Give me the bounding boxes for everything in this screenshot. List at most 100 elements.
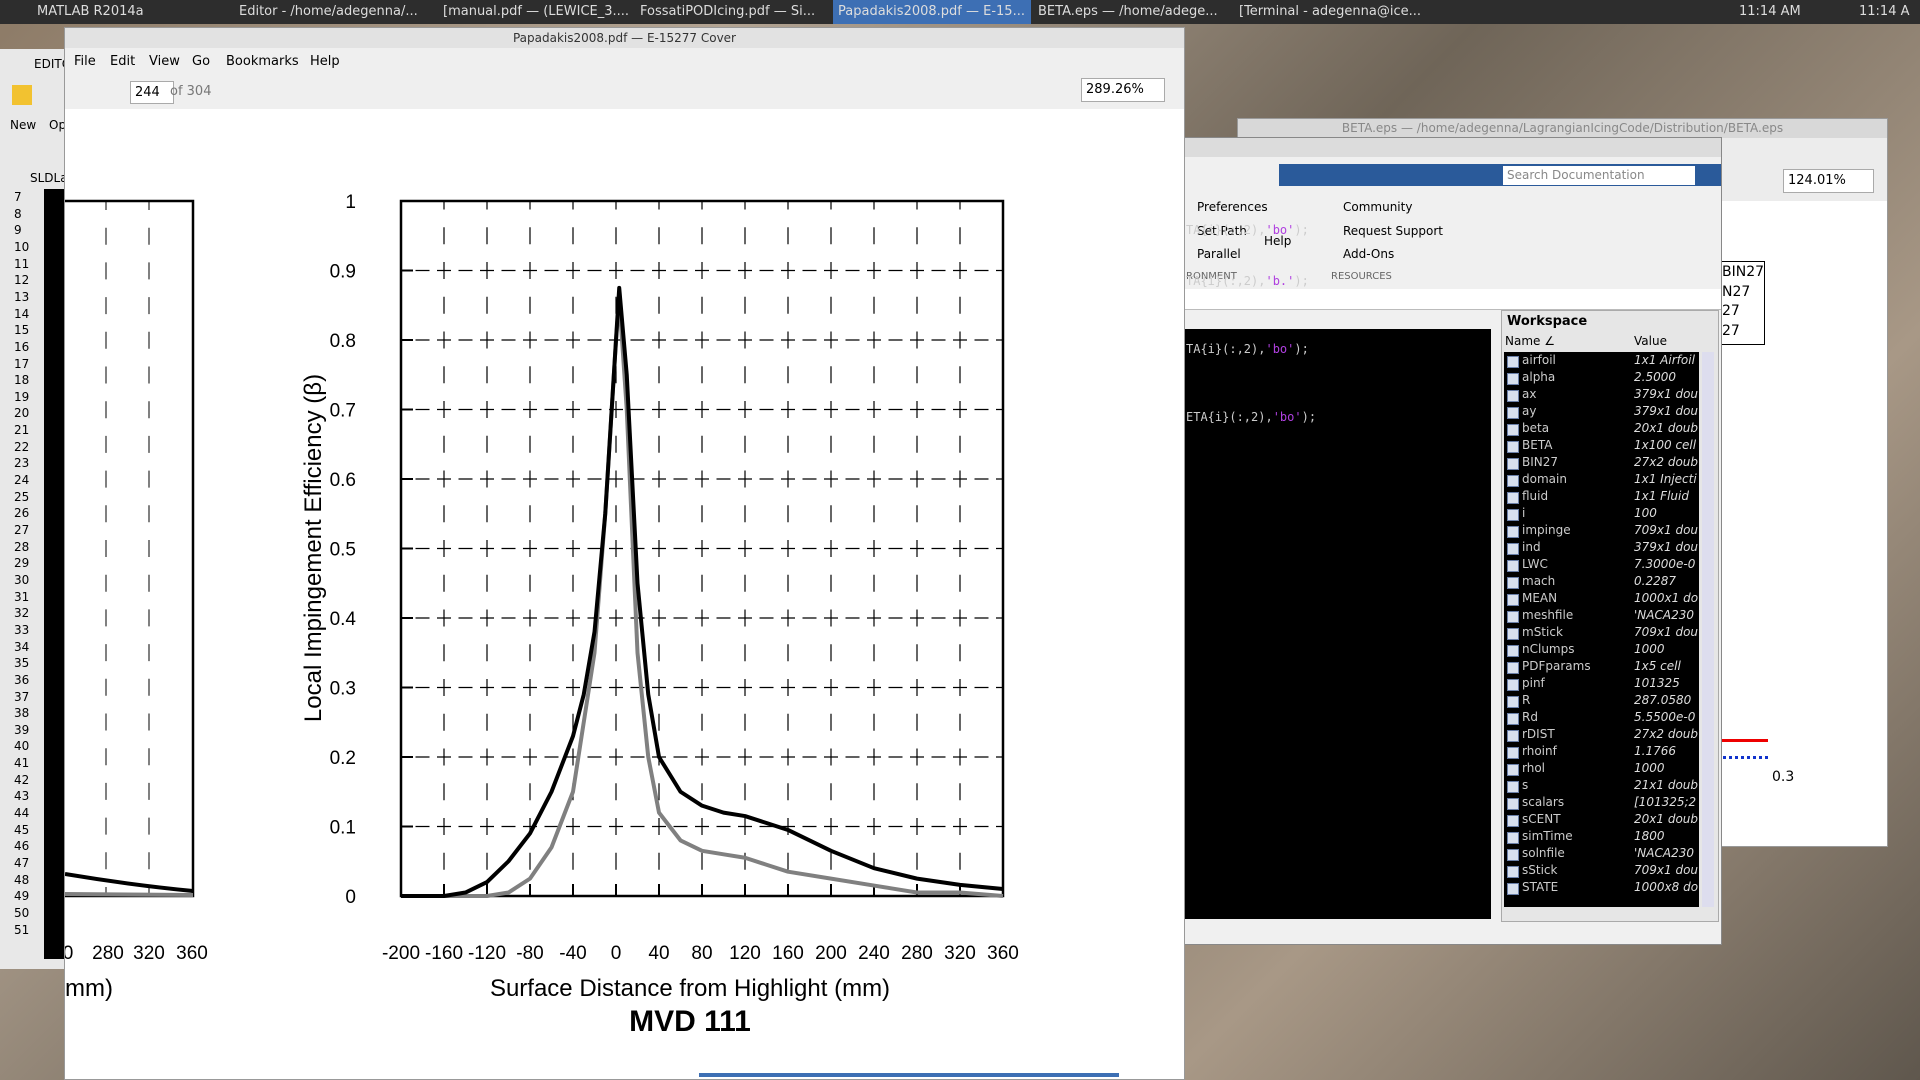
variable-name[interactable]: ind [1522,540,1541,554]
line-number: 37 [14,689,30,704]
task-button[interactable]: MATLAB R2014a [37,4,144,19]
line-number: 20 [14,406,30,421]
menu-item[interactable]: Edit [110,54,136,69]
variable-name[interactable]: BETA [1522,438,1553,452]
menu-item[interactable]: Help [310,54,340,69]
variable-name[interactable]: PDFparams [1522,659,1591,673]
variable-name[interactable]: sStick [1522,863,1558,877]
variable-name[interactable]: Rd [1522,710,1538,724]
variable-icon [1507,883,1519,895]
title-bar [1184,138,1721,157]
variable-name[interactable]: impinge [1522,523,1571,537]
line-number: 49 [14,889,30,904]
toolstrip-button[interactable]: Help [1264,234,1292,248]
y-tick-label: 0.2 [330,748,356,769]
toolstrip-button[interactable]: Set Path [1197,223,1247,238]
menu-item[interactable]: File [74,54,96,69]
variable-value: 27x2 doub [1634,727,1698,741]
line-number: 33 [14,622,30,637]
variable-name[interactable]: scalars [1522,795,1565,809]
chart-group: 0 280 320 360 mm) -200-160-120 -80 -40 0 40 80 120 1… [65,192,1019,1038]
task-button[interactable]: Papadakis2008.pdf — E-15... [838,4,1025,19]
toolstrip-button[interactable]: Request Support [1343,223,1443,238]
menu-item[interactable]: Bookmarks [226,54,299,69]
variable-name[interactable]: solnfile [1522,846,1565,860]
line-number: 7 [14,190,22,204]
variable-name[interactable]: rhol [1522,761,1546,775]
legend-entry: BIN27 [1722,264,1765,280]
column-header[interactable]: Value [1634,334,1667,348]
variable-name[interactable]: alpha [1522,370,1556,384]
variable-name[interactable]: BIN27 [1522,455,1559,469]
line-number: 32 [14,606,30,621]
page-count: of 304 [170,84,212,99]
variable-name[interactable]: LWC [1522,557,1548,571]
toolstrip-button[interactable]: Add-Ons [1343,247,1395,261]
task-button[interactable]: Editor - /home/adegenna/... [239,4,418,19]
variable-name[interactable]: rDIST [1522,727,1555,741]
menu-item[interactable]: View [149,54,180,69]
page-input[interactable]: 244 [130,81,174,104]
line-number: 14 [14,306,30,321]
task-button[interactable]: [Terminal - adegenna@ice... [1239,4,1422,19]
toolbar-button[interactable]: New [10,118,37,132]
variable-name[interactable]: simTime [1522,829,1573,843]
line-number: 29 [14,556,30,571]
editor-pane [44,189,64,959]
task-button[interactable]: BETA.eps — /home/adege... [1038,4,1218,19]
fragment-tick-label: 280 [92,943,124,964]
variable-icon [1507,798,1519,810]
scrollbar[interactable] [1702,352,1714,907]
variable-name[interactable]: ax [1522,387,1537,401]
line-number: 44 [14,806,30,821]
variable-name[interactable]: MEAN [1522,591,1558,605]
task-button[interactable]: [manual.pdf — (LEWICE_3.... [443,4,630,19]
new-icon[interactable] [12,85,32,105]
variable-name[interactable]: rhoinf [1522,744,1557,758]
variable-name[interactable]: fluid [1522,489,1549,503]
toolbar-button[interactable]: Op [49,118,64,132]
variable-name[interactable]: R [1522,693,1531,707]
code-token: TA{i}(:,2), [1186,274,1266,288]
file-tab[interactable]: SLDLa [30,171,64,185]
variable-icon [1507,373,1519,385]
menu-item[interactable]: Go [192,54,211,69]
variable-value: 1000 [1634,642,1665,656]
variable-name[interactable]: STATE [1522,880,1559,894]
variable-name[interactable]: s [1522,778,1529,792]
variable-icon [1507,356,1519,368]
y-tick-label: 1 [345,192,356,213]
line-number: 10 [14,239,30,254]
y-tick-label: 0.1 [330,818,356,839]
search-box[interactable]: Search Documentation [1503,166,1695,185]
zoom-box[interactable]: 124.01% [1783,169,1874,193]
variable-name[interactable]: ay [1522,404,1537,418]
variable-name[interactable]: meshfile [1522,608,1574,622]
variable-name[interactable]: mach [1522,574,1556,588]
toolstrip-button[interactable]: Community [1343,200,1413,214]
toolstrip-button[interactable]: Parallel [1197,247,1241,261]
variable-name[interactable]: mStick [1522,625,1563,639]
variable-name[interactable]: i [1522,506,1526,520]
variable-name[interactable]: beta [1522,421,1550,435]
tick-label: 0.3 [1772,769,1795,785]
toolstrip-button[interactable]: Preferences [1197,200,1268,214]
tab[interactable]: EDITO [34,57,64,71]
zoom-box[interactable]: 289.26% [1081,78,1165,102]
variable-name[interactable]: pinf [1522,676,1545,690]
variable-icon [1507,713,1519,725]
variable-icon [1507,832,1519,844]
column-header[interactable]: Name ∠ [1505,334,1555,348]
command-window [1184,329,1491,919]
task-button[interactable]: FossatiPODIcing.pdf — Si... [640,4,816,19]
fragment-tick-label: 360 [176,943,208,964]
line-number: 47 [14,856,30,870]
variable-name[interactable]: domain [1522,472,1567,486]
x-tick-label: 320 [944,943,976,964]
variable-name[interactable]: sCENT [1522,812,1561,826]
variable-icon [1507,560,1519,572]
variable-icon [1507,662,1519,674]
variable-name[interactable]: airfoil [1522,353,1556,367]
variable-name[interactable]: nClumps [1522,642,1575,656]
variable-value: 1000x8 do [1634,880,1698,894]
